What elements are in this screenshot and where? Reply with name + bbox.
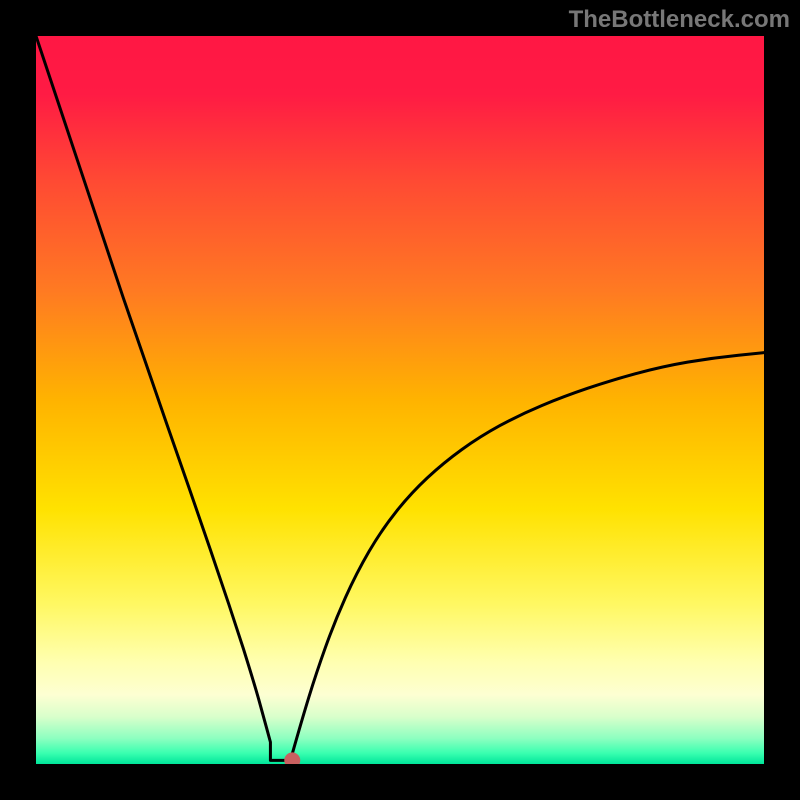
minimum-marker [284,752,300,764]
watermark-text: TheBottleneck.com [569,6,790,34]
plot-area [36,36,764,764]
curve-layer [36,36,764,764]
bottleneck-curve [36,36,764,760]
